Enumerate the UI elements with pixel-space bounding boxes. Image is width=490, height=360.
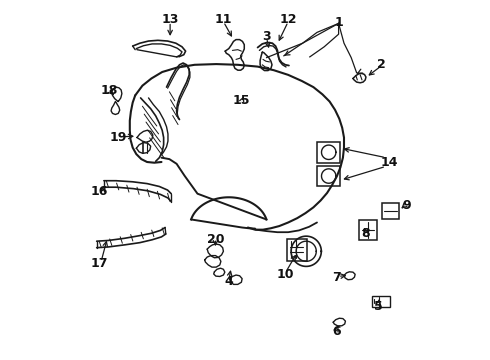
Text: 18: 18	[100, 84, 118, 97]
Bar	[372, 296, 390, 307]
Bar	[317, 142, 341, 163]
Text: 4: 4	[224, 275, 233, 288]
Text: 7: 7	[332, 271, 341, 284]
Text: 19: 19	[110, 131, 127, 144]
Text: 13: 13	[161, 13, 179, 26]
Text: 1: 1	[334, 16, 343, 29]
Text: 2: 2	[377, 58, 386, 71]
Text: 14: 14	[380, 156, 398, 169]
Text: 16: 16	[91, 185, 108, 198]
Text: 15: 15	[233, 94, 250, 107]
Text: 9: 9	[402, 199, 411, 212]
Text: 8: 8	[361, 227, 370, 240]
Text: 20: 20	[207, 233, 224, 246]
Bar	[317, 166, 341, 186]
Text: 6: 6	[333, 325, 341, 338]
Text: 10: 10	[276, 268, 294, 281]
Text: 5: 5	[374, 300, 383, 313]
Bar	[288, 239, 307, 261]
Text: 12: 12	[279, 13, 297, 26]
Text: 17: 17	[91, 257, 108, 270]
Bar	[360, 220, 377, 240]
Text: 11: 11	[215, 13, 232, 26]
Bar	[382, 203, 399, 219]
Text: 3: 3	[262, 30, 271, 42]
